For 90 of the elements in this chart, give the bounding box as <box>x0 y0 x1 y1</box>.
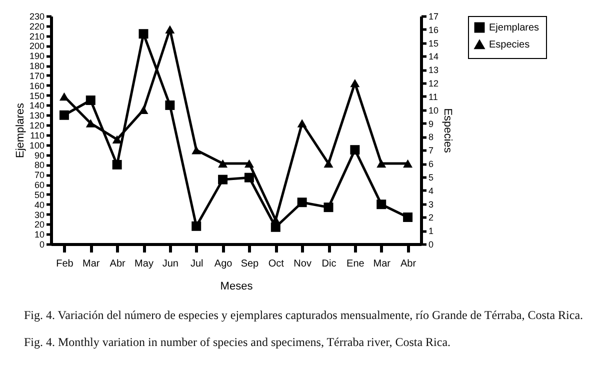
x-tick-label: Abr <box>110 258 126 270</box>
x-tick-label: Abr <box>400 258 417 270</box>
y2-tick-label: 0 <box>428 240 434 250</box>
x-tick-label: Ago <box>214 258 233 270</box>
y-tick-label: 100 <box>29 140 44 150</box>
y2-tick-label: 6 <box>428 159 434 170</box>
point <box>297 119 307 128</box>
point <box>192 221 202 231</box>
x-tick-label: Dic <box>322 258 336 270</box>
point <box>218 174 228 184</box>
y2-tick-label: 1 <box>428 226 434 236</box>
x-tick-label: Ene <box>346 258 365 270</box>
point <box>112 160 122 170</box>
y-tick-label: 120 <box>29 120 44 131</box>
y2-tick-label: 17 <box>428 12 439 22</box>
point <box>165 100 175 110</box>
y-tick-label: 90 <box>34 150 44 160</box>
point <box>138 29 148 39</box>
y-tick-label: 220 <box>29 21 44 32</box>
x-tick-label: Mar <box>82 258 100 270</box>
y-tick-label: 70 <box>34 170 44 180</box>
x-axis-title: Meses <box>220 280 254 292</box>
y-tick-label: 40 <box>34 200 44 210</box>
y-tick-label: 110 <box>30 130 44 140</box>
point <box>218 159 228 168</box>
y-tick-label: 0 <box>39 240 44 250</box>
y-tick-label: 170 <box>29 70 44 81</box>
point <box>244 172 254 182</box>
point <box>376 200 386 210</box>
point <box>376 159 386 168</box>
x-tick-label: Nov <box>294 258 312 270</box>
point <box>270 216 280 224</box>
y-tick-label: 210 <box>29 31 44 42</box>
point <box>165 25 175 34</box>
legend-label: Ejemplares <box>489 22 540 34</box>
point <box>59 110 69 120</box>
y-tick-label: 50 <box>34 190 44 200</box>
point <box>350 145 360 155</box>
y-tick-label: 20 <box>34 220 44 230</box>
y2-tick-label: 4 <box>428 186 434 196</box>
y2-tick-label: 13 <box>428 65 439 76</box>
y-tick-label: 80 <box>34 160 44 170</box>
x-tick-label: Oct <box>268 258 284 270</box>
y2-tick-label: 10 <box>428 105 439 116</box>
point <box>112 135 122 144</box>
caption: Fig. 4. Variación del número de especies y ejemplares capturados mensualmente, río Grande de Térraba, Costa Rica. <box>24 308 584 323</box>
x-tick-label: Feb <box>56 258 74 270</box>
y2-tick-label: 11 <box>428 92 438 102</box>
x-tick-label: Jul <box>190 258 204 270</box>
point <box>403 212 413 222</box>
y2-tick-label: 12 <box>428 78 439 89</box>
point <box>86 96 96 106</box>
x-tick-label: May <box>134 258 154 270</box>
y2-tick-label: 8 <box>428 132 434 142</box>
point <box>59 92 69 101</box>
y-tick-label: 230 <box>29 12 44 22</box>
y-tick-label: 150 <box>29 90 44 101</box>
point <box>192 146 202 154</box>
point <box>350 78 360 88</box>
y2-tick-label: 15 <box>428 38 439 48</box>
y2-axis-title: Especies <box>442 108 454 154</box>
y2-tick-label: 16 <box>428 24 439 35</box>
point <box>244 159 254 168</box>
point <box>138 106 148 114</box>
x-tick-label: Sep <box>240 258 260 270</box>
y-axis-title: Ejemplares <box>14 102 26 158</box>
point <box>324 202 334 212</box>
y-tick-label: 160 <box>29 80 44 91</box>
caption: Fig. 4. Monthly variation in number of species and specimens, Térraba river, Costa Rica. <box>24 335 452 350</box>
y2-tick-label: 5 <box>428 172 434 182</box>
y2-tick-label: 9 <box>428 118 434 129</box>
y-tick-label: 200 <box>29 41 44 52</box>
y2-tick-label: 14 <box>428 52 439 62</box>
y2-tick-label: 2 <box>428 212 434 223</box>
y-tick-label: 140 <box>29 100 44 111</box>
point <box>324 159 334 168</box>
y-tick-label: 60 <box>34 180 44 190</box>
point <box>86 119 96 128</box>
y2-tick-label: 7 <box>428 146 434 156</box>
y-tick-label: 130 <box>29 110 44 121</box>
point <box>297 198 307 208</box>
y-tick-label: 190 <box>29 51 44 62</box>
y-tick-label: 10 <box>34 230 44 240</box>
y-tick-label: 180 <box>29 61 44 72</box>
x-tick-label: Jun <box>162 258 178 270</box>
y2-tick-label: 3 <box>428 199 434 210</box>
y-tick-label: 30 <box>34 210 44 220</box>
point <box>403 159 413 168</box>
x-tick-label: Mar <box>373 258 392 270</box>
legend-label: Especies <box>489 40 530 50</box>
